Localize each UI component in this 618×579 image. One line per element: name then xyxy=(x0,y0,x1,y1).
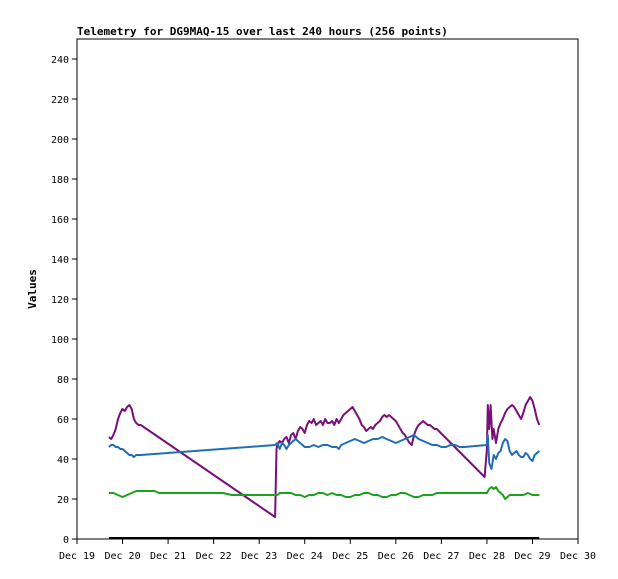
y-axis-label: Values xyxy=(26,269,39,309)
y-tick-label: 40 xyxy=(57,455,69,466)
y-tick-label: 100 xyxy=(51,335,69,346)
x-tick-label: Dec 29 xyxy=(514,551,550,562)
x-tick-label: Dec 22 xyxy=(196,551,232,562)
x-tick-label: Dec 20 xyxy=(104,551,140,562)
x-tick-label: Dec 23 xyxy=(241,551,277,562)
y-tick-label: 0 xyxy=(63,535,69,546)
x-tick-label: Dec 25 xyxy=(332,551,368,562)
y-tick-label: 140 xyxy=(51,255,69,266)
y-tick-label: 80 xyxy=(57,375,69,386)
y-tick-label: 60 xyxy=(57,415,69,426)
y-tick-label: 120 xyxy=(51,295,69,306)
y-tick-label: 220 xyxy=(51,95,69,106)
y-tick-label: 20 xyxy=(57,495,69,506)
x-tick-label: Dec 19 xyxy=(59,551,95,562)
y-tick-label: 240 xyxy=(51,55,69,66)
x-tick-label: Dec 21 xyxy=(150,551,186,562)
x-tick-label: Dec 27 xyxy=(423,551,459,562)
x-tick-label: Dec 30 xyxy=(560,551,596,562)
chart-title: Telemetry for DG9MAQ-15 over last 240 ho… xyxy=(77,25,448,38)
series-line-2 xyxy=(108,434,540,470)
x-tick-label: Dec 26 xyxy=(378,551,414,562)
y-tick-label: 160 xyxy=(51,215,69,226)
plot-frame xyxy=(76,38,579,540)
series-line-1 xyxy=(108,396,541,518)
series-line-3 xyxy=(108,486,540,500)
x-tick-label: Dec 24 xyxy=(287,551,323,562)
series-layer xyxy=(108,396,541,539)
y-tick-label: 200 xyxy=(51,135,69,146)
y-tick-label: 180 xyxy=(51,175,69,186)
axis-ticks: 0 20 40 60 80 100 120 140 160 180 200 220 240 Dec 19 D… xyxy=(51,55,596,562)
x-tick-label: Dec 28 xyxy=(469,551,505,562)
